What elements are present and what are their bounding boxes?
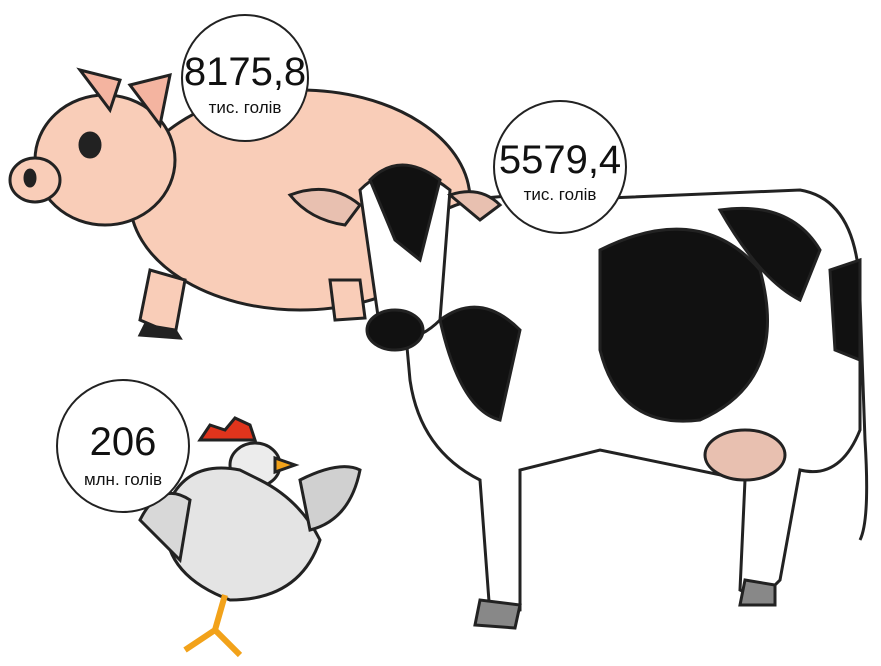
badge-unit: тис. голів bbox=[209, 98, 282, 117]
illustration: 8175,8 тис. голів 5579,4 тис. голів 206 … bbox=[0, 0, 881, 666]
cow bbox=[290, 165, 867, 628]
rooster-badge: 206 млн. голів bbox=[57, 380, 189, 512]
badge-value: 206 bbox=[90, 420, 157, 464]
badge-unit: тис. голів bbox=[524, 185, 597, 204]
badge-unit: млн. голів bbox=[84, 470, 162, 489]
cow-badge: 5579,4 тис. голів bbox=[494, 101, 626, 233]
pig-badge: 8175,8 тис. голів bbox=[182, 15, 308, 141]
badge-value: 8175,8 bbox=[184, 50, 306, 94]
badge-value: 5579,4 bbox=[499, 138, 621, 182]
